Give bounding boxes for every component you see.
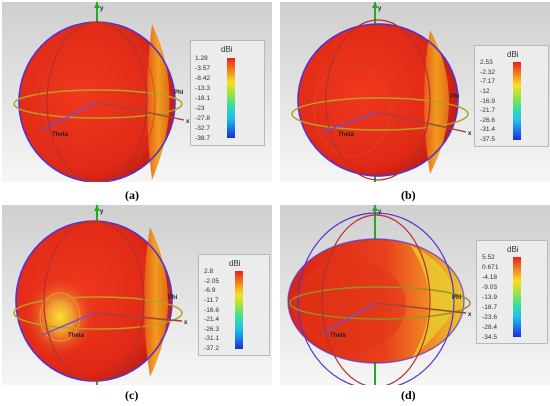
phi-label: Phi [174,90,184,96]
caption-c: (c) [125,388,139,402]
colorbar-tick: -3.57 [195,65,211,72]
colorbar-tick: -26.6 [480,117,496,124]
colorbar-unit: dBi [221,45,233,54]
colorbar-tick: -26.3 [204,326,220,333]
colorbar-tick: -13.3 [195,85,211,92]
colorbar-tick: -4.18 [482,274,498,281]
x-axis-label: x [468,131,472,137]
panel-c: y x Phi Theta dBi 2.8 -2.05 -6.9 -11.7 -… [2,205,272,385]
colorbar-unit: dBi [229,259,241,268]
colorbar-gradient [235,271,243,349]
colorbar-tick: -32.7 [195,125,211,132]
theta-label: Theta [330,333,347,339]
theta-label: Theta [52,132,69,138]
colorbar-tick: -37.2 [204,345,220,352]
colorbar-tick: -38.7 [195,135,211,142]
colorbar-tick: 2.53 [480,59,493,66]
colorbar-d: dBi 5.52 0.671 -4.18 -9.03 -13.9 -18.7 -… [476,240,548,344]
phi-label: Phi [168,295,178,301]
colorbar-tick: -21.7 [480,107,496,114]
colorbar-tick: -28.4 [482,324,498,331]
colorbar-tick: -37.5 [480,136,496,143]
colorbar-tick: -18.7 [482,304,498,311]
colorbar-tick: -21.4 [204,316,220,323]
theta-label: Theta [338,132,355,138]
colorbar-tick: -31.4 [480,126,496,133]
y-axis-label: y [378,209,382,215]
colorbar-tick: -16.9 [480,98,496,105]
x-axis-label: x [184,320,188,326]
colorbar-gradient [513,62,521,140]
colorbar-tick: -11.7 [204,297,219,304]
colorbar-tick: -31.1 [204,335,220,342]
colorbar-b: dBi 2.53 -2.32 -7.17 -12 -16.9 -21.7 -26… [474,45,549,147]
caption-b: (b) [401,188,416,202]
panel-a: y x Phi Theta dBi 1.28 -3.57 -8.42 -13.3… [2,2,272,182]
colorbar-tick: -34.5 [482,334,498,341]
colorbar-unit: dBi [507,50,519,59]
colorbar-tick: -18.1 [195,95,211,102]
colorbar-unit: dBi [507,245,519,254]
colorbar-tick: -13.9 [482,294,498,301]
caption-d: (d) [401,388,416,402]
y-axis-label: y [100,6,104,12]
panel-b: y x Phi Theta dBi 2.53 -2.32 -7.17 -12 -… [280,2,550,182]
colorbar-tick: -7.17 [480,78,496,85]
colorbar-tick: -23.6 [482,314,498,321]
phi-label: Phi [450,94,460,100]
colorbar-tick: -27.8 [195,115,211,122]
colorbar-tick: -23 [195,105,205,112]
colorbar-tick: -6.9 [204,287,216,294]
colorbar-tick: 2.8 [204,268,214,275]
colorbar-tick: 0.671 [482,264,499,271]
colorbar-tick: -2.32 [480,69,496,76]
caption-a: (a) [125,188,139,202]
colorbar-tick: 5.52 [482,254,495,261]
colorbar-tick: -12 [480,88,490,95]
x-axis-label: x [468,312,472,318]
colorbar-a: dBi 1.28 -3.57 -8.42 -13.3 -18.1 -23 -27… [190,40,265,146]
colorbar-tick: 1.28 [195,55,208,62]
colorbar-tick: -16.6 [204,307,220,314]
colorbar-tick: -8.42 [195,75,211,82]
y-axis-label: y [100,209,104,215]
radiation-pattern-c: y x Phi Theta [2,205,272,385]
x-axis-label: x [186,119,190,125]
colorbar-tick: -2.05 [204,278,220,285]
panel-d: y x Phi Theta dBi 5.52 0.671 -4.18 -9.03… [280,205,550,385]
y-axis-label: y [378,6,382,12]
colorbar-c: dBi 2.8 -2.05 -6.9 -11.7 -16.6 -21.4 -26… [198,254,270,356]
radiation-pattern-b: y x Phi Theta [280,2,550,182]
colorbar-tick: -9.03 [482,284,498,291]
theta-label: Theta [68,333,85,339]
colorbar-gradient [227,58,235,138]
phi-label: Phi [452,295,462,301]
colorbar-gradient [513,257,521,337]
